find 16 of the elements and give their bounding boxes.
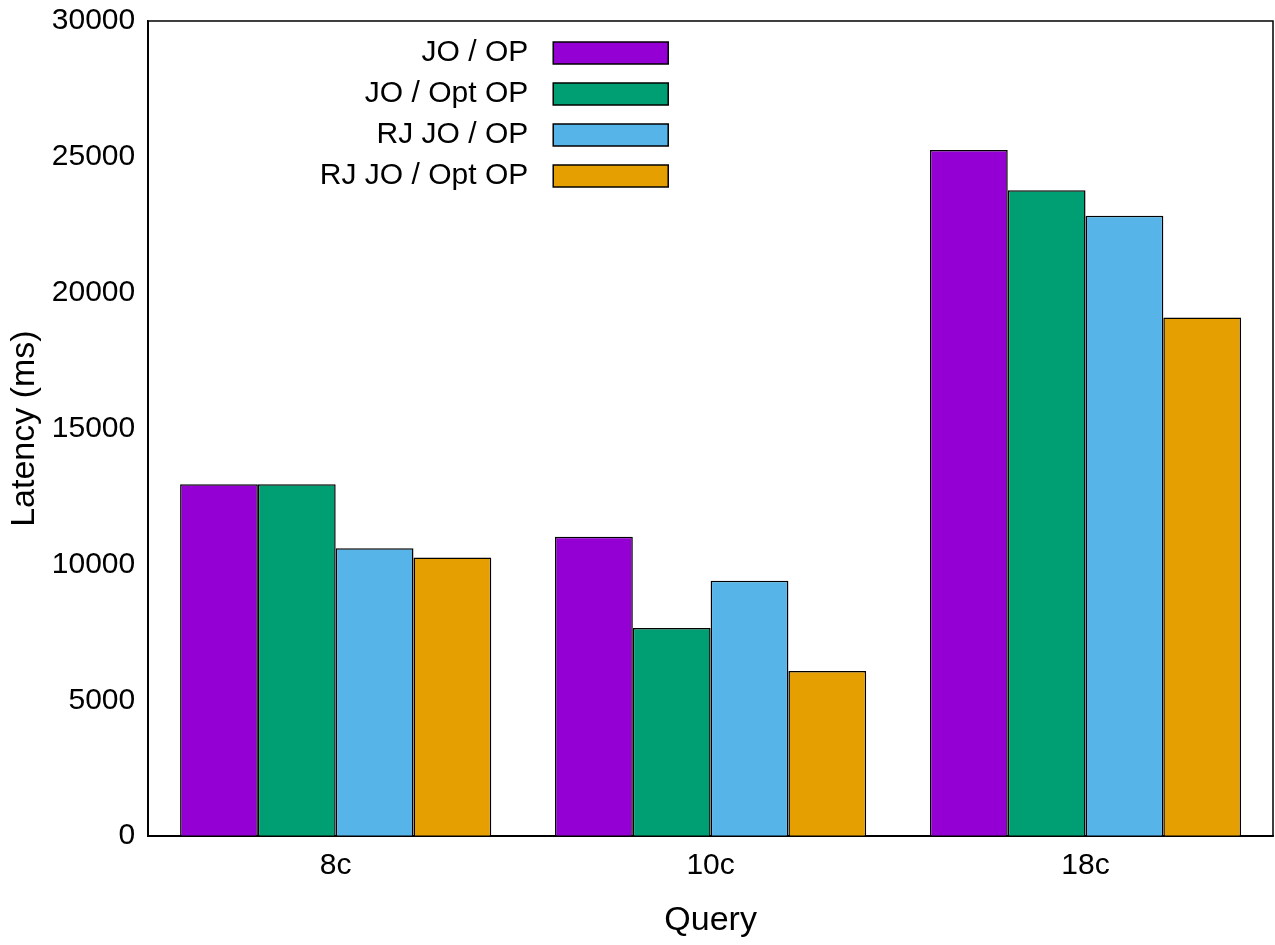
y-axis-title: Latency (ms) bbox=[2, 330, 41, 527]
y-tick-label: 0 bbox=[118, 817, 136, 851]
legend-label: JO / OP bbox=[421, 34, 529, 68]
y-tick-label: 15000 bbox=[51, 409, 136, 443]
legend-label: RJ JO / OP bbox=[376, 116, 529, 150]
y-tick-label: 30000 bbox=[51, 2, 136, 36]
y-tick-label: 5000 bbox=[68, 681, 136, 715]
legend-label: JO / Opt OP bbox=[364, 75, 529, 109]
x-tick-label: 8c bbox=[319, 847, 352, 881]
x-tick-label: 18c bbox=[1061, 847, 1110, 881]
legend-label: RJ JO / Opt OP bbox=[319, 157, 529, 191]
y-tick-label: 25000 bbox=[51, 138, 136, 172]
y-tick-label: 20000 bbox=[51, 274, 136, 307]
x-axis-title: Query bbox=[664, 898, 757, 937]
x-tick-label: 10c bbox=[686, 847, 735, 881]
y-tick-label: 10000 bbox=[51, 545, 136, 579]
